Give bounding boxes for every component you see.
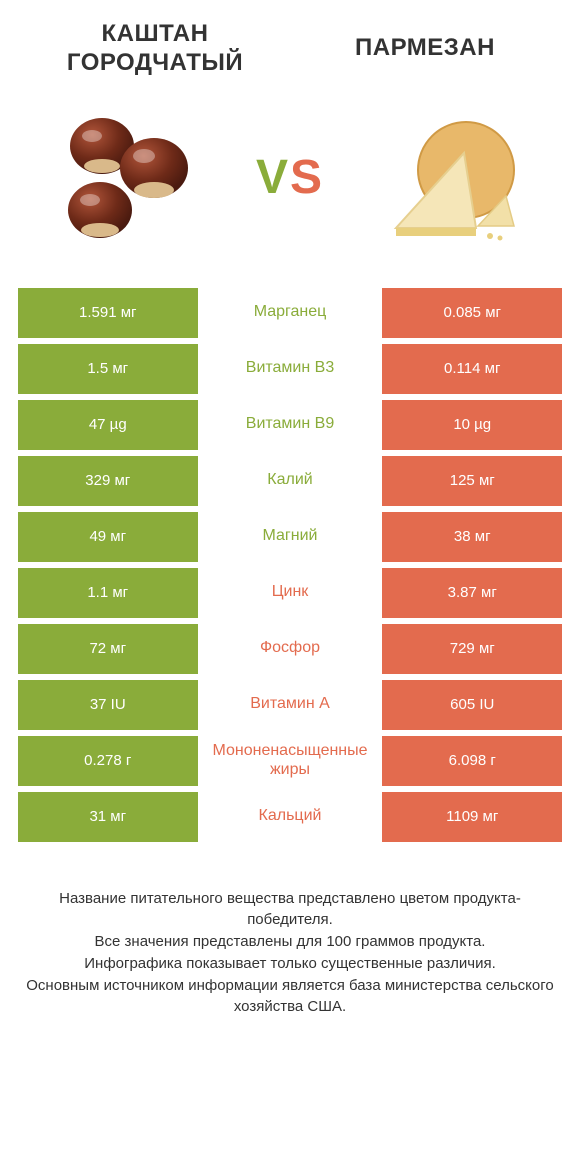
- table-row: 49 мгМагний38 мг: [18, 512, 562, 562]
- table-row: 72 мгФосфор729 мг: [18, 624, 562, 674]
- cell-nutrient-name: Цинк: [198, 568, 383, 618]
- cell-left-value: 1.5 мг: [18, 344, 198, 394]
- cell-left-value: 47 µg: [18, 400, 198, 450]
- cell-right-value: 1109 мг: [382, 792, 562, 842]
- cell-left-value: 1.591 мг: [18, 288, 198, 338]
- cell-nutrient-name: Витамин B9: [198, 400, 383, 450]
- cell-right-value: 3.87 мг: [382, 568, 562, 618]
- images-row: VS: [0, 88, 580, 288]
- cell-right-value: 729 мг: [382, 624, 562, 674]
- parmesan-image: [332, 98, 560, 258]
- header-right: ПАРМЕЗАН: [290, 20, 560, 78]
- chestnut-image: [20, 98, 248, 258]
- cell-left-value: 72 мг: [18, 624, 198, 674]
- vs-s: S: [290, 150, 324, 205]
- footer-notes: Название питательного вещества представл…: [0, 848, 580, 1039]
- cell-right-value: 0.114 мг: [382, 344, 562, 394]
- cell-nutrient-name: Витамин B3: [198, 344, 383, 394]
- cell-right-value: 10 µg: [382, 400, 562, 450]
- footer-line: Инфографика показывает только существенн…: [24, 953, 556, 975]
- cell-right-value: 125 мг: [382, 456, 562, 506]
- vs-label: VS: [248, 150, 332, 205]
- table-row: 1.5 мгВитамин B30.114 мг: [18, 344, 562, 394]
- cell-nutrient-name: Кальций: [198, 792, 383, 842]
- footer-line: Название питательного вещества представл…: [24, 888, 556, 932]
- table-row: 31 мгКальций1109 мг: [18, 792, 562, 842]
- footer-line: Основным источником информации является …: [24, 975, 556, 1019]
- cell-nutrient-name: Фосфор: [198, 624, 383, 674]
- cell-nutrient-name: Магний: [198, 512, 383, 562]
- cell-right-value: 38 мг: [382, 512, 562, 562]
- cell-left-value: 1.1 мг: [18, 568, 198, 618]
- cell-left-value: 31 мг: [18, 792, 198, 842]
- cell-left-value: 329 мг: [18, 456, 198, 506]
- comparison-table: 1.591 мгМарганец0.085 мг 1.5 мгВитамин B3…: [0, 288, 580, 842]
- cell-nutrient-name: Мононенасыщенные жиры: [198, 736, 383, 786]
- table-row: 1.591 мгМарганец0.085 мг: [18, 288, 562, 338]
- table-row: 0.278 гМононенасыщенные жиры6.098 г: [18, 736, 562, 786]
- footer-line: Все значения представлены для 100 граммо…: [24, 931, 556, 953]
- cell-right-value: 605 IU: [382, 680, 562, 730]
- cell-right-value: 0.085 мг: [382, 288, 562, 338]
- cell-nutrient-name: Марганец: [198, 288, 383, 338]
- header-left: КАШТАН ГОРОДЧАТЫЙ: [20, 20, 290, 78]
- cell-nutrient-name: Витамин A: [198, 680, 383, 730]
- cell-left-value: 37 IU: [18, 680, 198, 730]
- vs-v: V: [256, 150, 290, 205]
- cell-left-value: 49 мг: [18, 512, 198, 562]
- header-row: КАШТАН ГОРОДЧАТЫЙ ПАРМЕЗАН: [0, 0, 580, 88]
- table-row: 47 µgВитамин B910 µg: [18, 400, 562, 450]
- cell-nutrient-name: Калий: [198, 456, 383, 506]
- table-row: 329 мгКалий125 мг: [18, 456, 562, 506]
- cell-left-value: 0.278 г: [18, 736, 198, 786]
- cell-right-value: 6.098 г: [382, 736, 562, 786]
- table-row: 1.1 мгЦинк3.87 мг: [18, 568, 562, 618]
- table-row: 37 IUВитамин A605 IU: [18, 680, 562, 730]
